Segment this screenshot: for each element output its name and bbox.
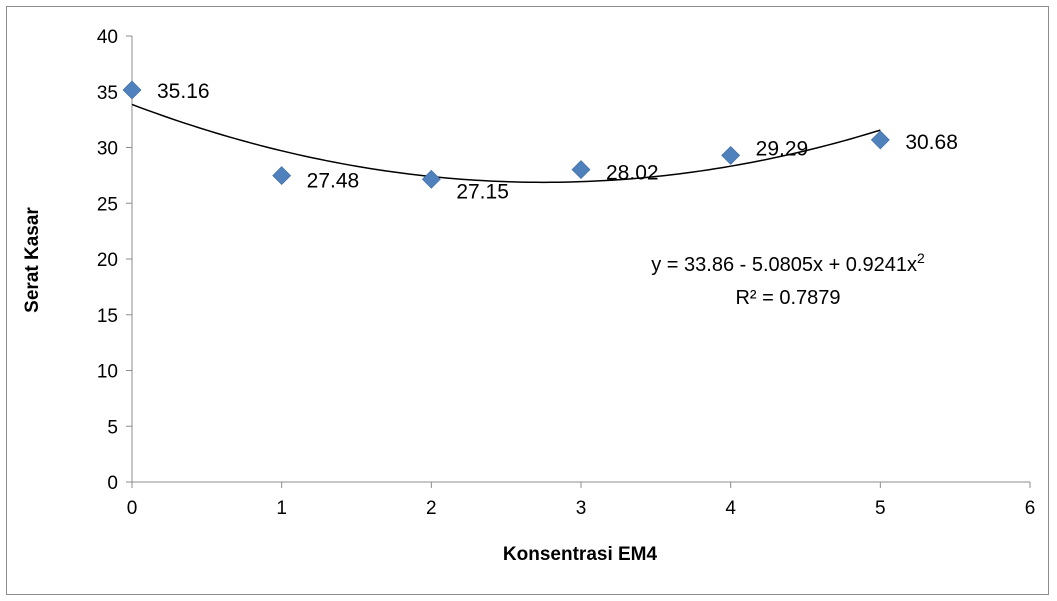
data-label: 35.16 — [157, 80, 210, 103]
data-point — [571, 160, 591, 180]
x-tick-label: 6 — [1025, 498, 1036, 519]
y-tick-label: 25 — [97, 194, 118, 215]
y-ticks: 0 5 10 15 20 25 30 35 40 — [97, 27, 132, 494]
y-tick-label: 20 — [97, 250, 118, 271]
data-point — [272, 166, 292, 186]
data-labels: 35.16 27.48 27.15 28.02 29.29 30.68 — [157, 80, 958, 203]
x-tick-label: 2 — [426, 498, 437, 519]
data-label: 27.48 — [307, 170, 360, 193]
trendline-equation-superscript: 2 — [917, 250, 925, 266]
data-label: 28.02 — [606, 162, 659, 185]
data-point — [122, 80, 142, 100]
x-tick-label: 0 — [127, 498, 138, 519]
axes: 0 1 2 3 4 5 6 0 5 10 15 20 25 30 35 40 — [97, 27, 1035, 519]
data-label: 29.29 — [756, 137, 809, 160]
r-squared-label: R² = 0.7879 — [735, 287, 840, 309]
data-markers — [122, 80, 890, 189]
y-tick-label: 15 — [97, 306, 118, 327]
y-tick-label: 35 — [97, 83, 118, 104]
chart-frame — [6, 6, 1049, 595]
x-axis-title: Konsentrasi EM4 — [503, 544, 658, 565]
y-tick-label: 40 — [97, 27, 118, 48]
data-point — [870, 130, 890, 150]
y-axis-title: Serat Kasar — [22, 207, 43, 313]
data-label: 30.68 — [905, 131, 958, 154]
data-point — [421, 169, 441, 189]
trendline-equation: y = 33.86 - 5.0805x + 0.9241x2 — [651, 250, 925, 276]
x-ticks: 0 1 2 3 4 5 6 — [127, 482, 1036, 519]
x-tick-label: 1 — [276, 498, 287, 519]
trendline — [131, 103, 881, 184]
x-tick-label: 4 — [725, 498, 736, 519]
x-tick-label: 3 — [576, 498, 587, 519]
data-label: 27.15 — [456, 180, 509, 203]
y-tick-label: 30 — [97, 139, 118, 160]
y-tick-label: 10 — [97, 362, 118, 383]
y-tick-label: 0 — [107, 473, 118, 494]
x-tick-label: 5 — [875, 498, 886, 519]
y-tick-label: 5 — [107, 417, 118, 438]
data-point — [721, 145, 741, 165]
trendline-equation-text: y = 33.86 - 5.0805x + 0.9241x — [651, 254, 917, 276]
